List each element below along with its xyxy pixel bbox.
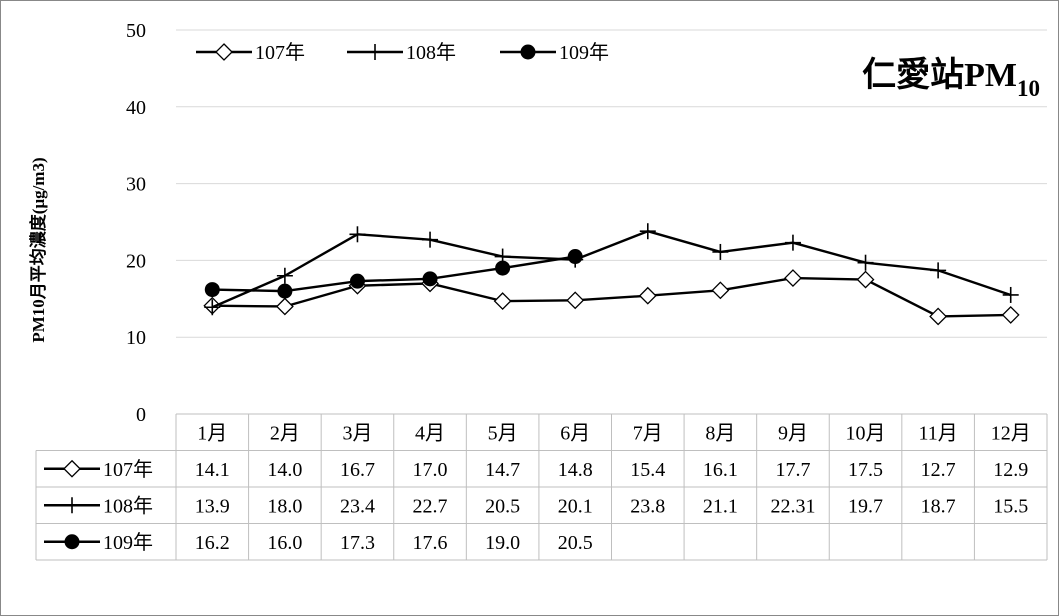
data-point	[204, 299, 221, 316]
x-tick-label: 2月	[270, 422, 300, 444]
x-tick-label: 10月	[846, 422, 886, 444]
data-label: 17.7	[775, 459, 810, 481]
y-axis-title: PM10月平均濃度(μg/m3)	[28, 157, 48, 342]
data-point	[566, 291, 585, 310]
data-label: 15.4	[630, 459, 665, 481]
data-label: 16.1	[703, 459, 738, 481]
y-tick-label: 50	[126, 20, 146, 42]
data-point	[784, 269, 802, 287]
data-label: 18.7	[921, 495, 956, 517]
data-point	[1001, 306, 1020, 324]
x-tick-label: 1月	[197, 422, 227, 444]
data-label: 14.8	[558, 459, 593, 481]
data-label: 21.1	[703, 495, 738, 517]
data-label: 22.31	[770, 495, 815, 517]
data-point	[349, 226, 366, 243]
data-label: 17.0	[413, 459, 448, 481]
table-series-name: 107年	[103, 458, 153, 481]
series-line	[211, 230, 1012, 309]
data-label: 14.0	[267, 459, 302, 481]
y-tick-label: 40	[126, 97, 146, 119]
data-label: 16.0	[267, 532, 302, 554]
data-label: 23.4	[340, 495, 375, 517]
data-point	[204, 282, 220, 298]
y-axis: 0 10 20 30 40 50	[126, 20, 146, 426]
chart-title-subscript: 10	[1017, 76, 1040, 101]
legend-marker	[215, 43, 233, 61]
data-label: 12.9	[993, 459, 1028, 481]
grid	[176, 29, 1047, 338]
series-line	[212, 255, 576, 293]
data-point	[639, 223, 656, 240]
series-line	[212, 276, 1011, 318]
plot-series	[203, 223, 1020, 326]
data-label: 19.7	[848, 495, 883, 517]
data-point	[856, 270, 875, 289]
legend-label: 109年	[559, 41, 609, 64]
data-table: 1月 2月 3月 4月 5月 6月 7月 8月 9月 10月 11月 12月 107年 14.1 14.0 1…	[35, 413, 1048, 561]
data-point	[277, 283, 293, 299]
data-point	[567, 249, 583, 265]
data-label: 13.9	[195, 495, 230, 517]
table-legend-marker	[64, 534, 80, 550]
legend-label: 108年	[406, 41, 456, 64]
data-point	[784, 234, 801, 251]
data-label: 19.0	[485, 532, 520, 554]
y-tick-label: 30	[126, 174, 146, 196]
data-label: 20.5	[558, 532, 593, 554]
y-tick-label: 20	[126, 250, 146, 272]
chart-title-main: 仁愛站PM	[862, 56, 1017, 94]
table-series-name: 109年	[103, 531, 153, 554]
data-point	[422, 271, 438, 287]
y-tick-label: 0	[136, 404, 146, 426]
data-point	[712, 243, 729, 260]
data-label: 17.3	[340, 532, 375, 554]
x-tick-label: 3月	[342, 422, 372, 444]
table-series-name: 108年	[103, 494, 153, 517]
data-label: 20.1	[558, 495, 593, 517]
data-point	[495, 260, 511, 276]
data-point	[349, 273, 365, 289]
data-label: 14.1	[195, 459, 230, 481]
x-tick-label: 4月	[415, 422, 445, 444]
x-tick-label: 12月	[991, 422, 1031, 444]
data-label: 17.6	[413, 532, 448, 554]
data-point	[930, 262, 947, 279]
data-point	[275, 297, 294, 316]
legend: 107年 108年 109年	[196, 41, 609, 64]
data-label: 15.5	[993, 495, 1028, 517]
data-point	[929, 307, 948, 326]
legend-label: 107年	[255, 41, 305, 64]
table-legend-marker	[64, 497, 80, 514]
x-tick-label: 9月	[778, 422, 808, 444]
x-tick-label: 6月	[560, 422, 590, 444]
data-label: 23.8	[630, 495, 665, 517]
y-tick-label: 10	[126, 327, 146, 349]
x-tick-label: 7月	[633, 422, 663, 444]
x-tick-label: 11月	[918, 422, 957, 444]
legend-marker	[520, 44, 536, 60]
data-point	[493, 292, 512, 311]
data-point	[422, 231, 439, 248]
data-point	[1002, 286, 1019, 303]
data-label: 16.7	[340, 459, 375, 481]
data-point	[711, 281, 730, 300]
data-point	[638, 286, 657, 305]
data-point	[857, 254, 874, 271]
data-label: 14.7	[485, 459, 520, 481]
legend-marker	[367, 44, 383, 60]
data-label: 22.7	[413, 495, 448, 517]
x-tick-label: 5月	[488, 422, 518, 444]
table-legend-marker	[63, 459, 81, 478]
data-label: 20.5	[485, 495, 520, 517]
x-tick-label: 8月	[705, 422, 735, 444]
chart-title: 仁愛站PM10	[862, 56, 1040, 101]
data-label: 18.0	[267, 495, 302, 517]
data-label: 16.2	[195, 532, 230, 554]
data-label: 17.5	[848, 459, 883, 481]
data-label: 12.7	[921, 459, 956, 481]
data-point	[276, 267, 293, 284]
